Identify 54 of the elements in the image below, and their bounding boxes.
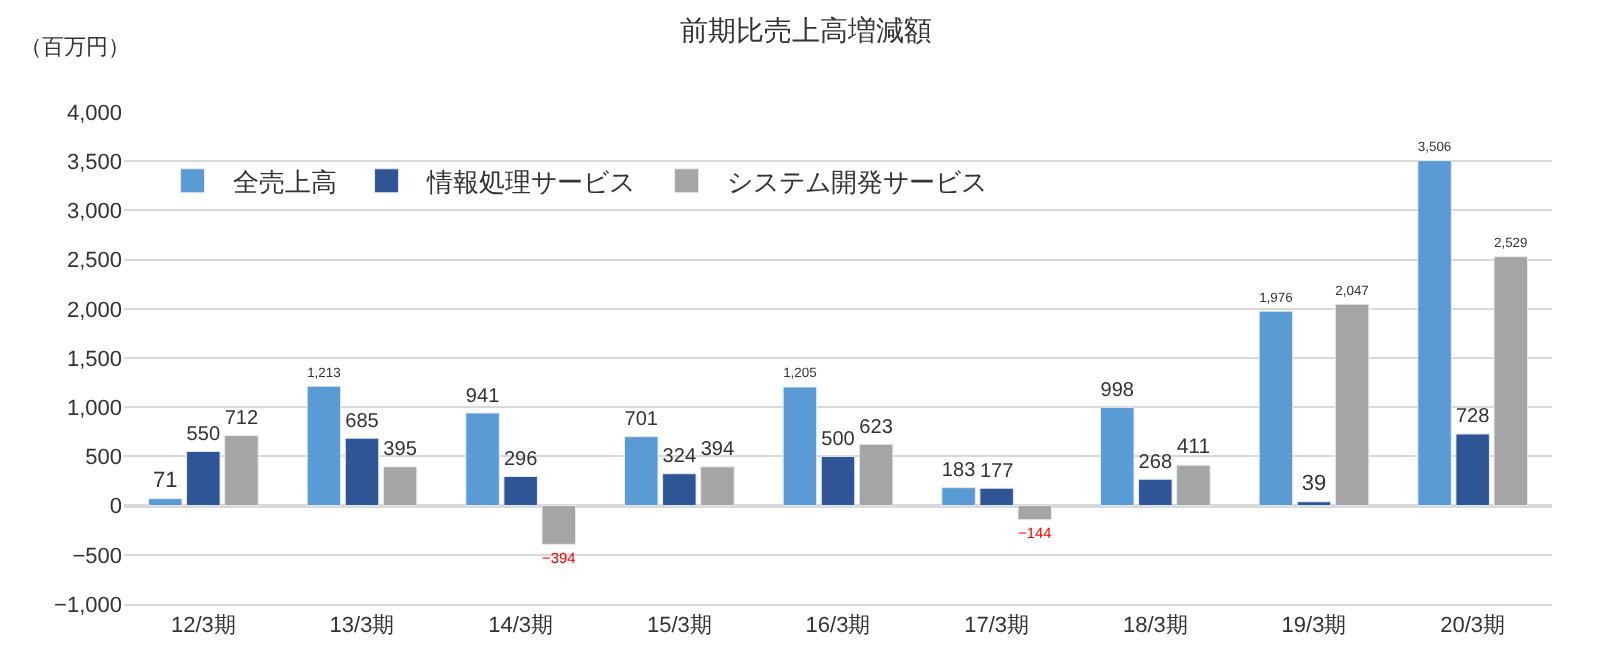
y-axis-title: （百万円）	[20, 36, 130, 60]
data-label: 712	[224, 408, 259, 431]
x-tick-label: 17/3期	[964, 614, 1030, 639]
data-label: 998	[1100, 379, 1135, 402]
x-tick-label: 15/3期	[646, 614, 712, 639]
bar	[382, 466, 418, 507]
data-label: 701	[624, 409, 659, 432]
x-tick-label: 16/3期	[805, 614, 871, 639]
data-label: 550	[186, 424, 221, 447]
legend-label: 全売上高	[232, 166, 337, 197]
legend-label: システム開発サービス	[726, 166, 987, 197]
data-label: 941	[465, 385, 501, 408]
data-label: 728	[1455, 406, 1491, 429]
chart-title: 前期比売上高増減額	[680, 13, 932, 46]
data-label: 71	[153, 468, 178, 493]
data-label: 411	[1176, 435, 1211, 460]
bar	[1334, 303, 1370, 507]
x-tick-label: 20/3期	[1440, 614, 1506, 639]
data-label: 324	[662, 446, 697, 469]
y-tick-label: 2,500	[66, 249, 122, 274]
data-label: 39	[1301, 471, 1327, 496]
x-tick-label: 19/3期	[1281, 614, 1347, 639]
legend-label: 情報処理サービス	[424, 166, 635, 197]
data-label: 500	[821, 428, 856, 451]
y-tick-label: −1,000	[54, 593, 122, 618]
y-tick-label: 500	[85, 446, 122, 471]
x-tick-label: 13/3期	[329, 614, 395, 639]
bar	[782, 386, 818, 507]
bar	[344, 437, 380, 507]
y-tick-label: 1,000	[66, 396, 122, 421]
x-tick-label: 12/3期	[170, 614, 236, 639]
y-tick-label: 3,000	[66, 200, 122, 225]
data-label: 183	[941, 460, 977, 483]
data-label: −394	[542, 548, 576, 567]
data-label: 623	[859, 416, 894, 439]
bar	[858, 443, 894, 507]
data-label: 685	[345, 410, 380, 433]
y-tick-label: 0	[109, 495, 122, 520]
y-tick-label: 3,500	[66, 150, 122, 175]
data-label: 395	[383, 439, 418, 462]
data-label: −144	[1018, 523, 1052, 542]
y-tick-label: 4,000	[66, 101, 122, 126]
data-label: 177	[979, 460, 1015, 483]
data-label: 296	[503, 449, 539, 472]
bar	[820, 455, 856, 507]
y-tick-label: 2,000	[66, 298, 122, 323]
data-label: 394	[700, 439, 735, 462]
bar	[306, 385, 342, 507]
x-tick-label: 18/3期	[1122, 614, 1188, 639]
y-tick-label: 1,500	[66, 347, 122, 372]
data-label: 268	[1138, 451, 1173, 474]
y-tick-label: −500	[72, 544, 122, 569]
x-tick-label: 14/3期	[488, 614, 554, 639]
bar	[1258, 310, 1294, 507]
